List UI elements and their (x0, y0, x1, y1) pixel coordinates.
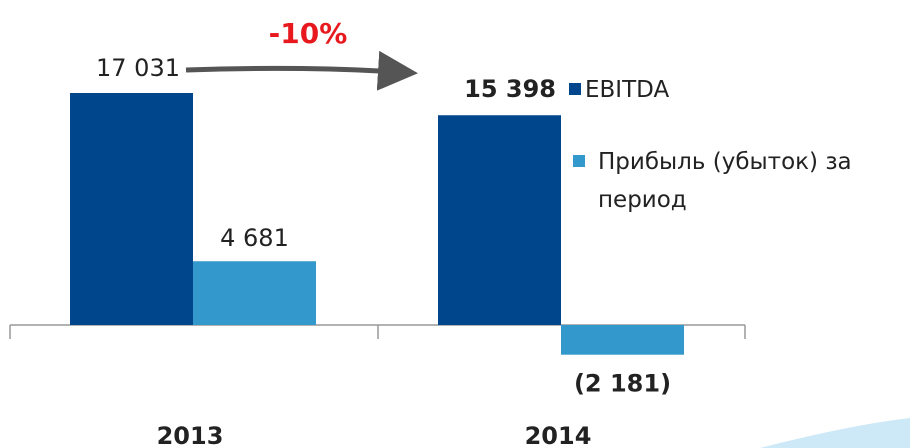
annotation: -10% (269, 17, 348, 50)
legend-swatch (573, 155, 585, 167)
legend-label: EBITDA (585, 77, 670, 103)
legend-swatch (569, 83, 581, 95)
bar (70, 93, 193, 325)
value-label: 15 398 (464, 75, 556, 103)
value-label: 4 681 (220, 224, 289, 252)
decoration (760, 418, 910, 448)
value-label: (2 181) (574, 370, 671, 398)
change-arrow (185, 50, 418, 91)
legend-label: Прибыль (убыток) за период (598, 149, 852, 213)
x-tick-label: 2014 (525, 422, 592, 448)
bar (193, 261, 316, 325)
x-tick-label: 2013 (157, 422, 224, 448)
value-label: 17 031 (96, 54, 180, 82)
bar (438, 115, 561, 325)
bar (561, 325, 684, 355)
